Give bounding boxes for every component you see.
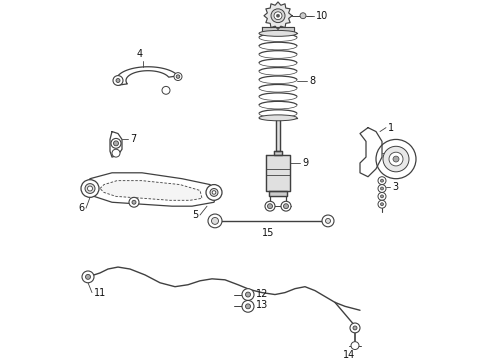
- Text: 6: 6: [78, 203, 84, 213]
- Text: 15: 15: [262, 228, 274, 238]
- Circle shape: [393, 156, 399, 162]
- Circle shape: [381, 187, 384, 190]
- Polygon shape: [274, 151, 282, 155]
- Circle shape: [112, 149, 120, 157]
- Circle shape: [265, 201, 275, 211]
- Circle shape: [114, 141, 119, 146]
- Polygon shape: [110, 131, 122, 157]
- Circle shape: [284, 204, 289, 209]
- Text: 10: 10: [316, 11, 328, 21]
- Circle shape: [350, 323, 360, 333]
- Text: 1: 1: [388, 123, 394, 132]
- Circle shape: [378, 185, 386, 193]
- Circle shape: [378, 177, 386, 185]
- Circle shape: [85, 274, 91, 279]
- Text: 5: 5: [192, 210, 198, 220]
- Text: 3: 3: [392, 181, 398, 192]
- Polygon shape: [262, 27, 294, 32]
- Text: 11: 11: [94, 288, 106, 298]
- Polygon shape: [264, 2, 292, 30]
- Text: 7: 7: [130, 134, 136, 144]
- Circle shape: [389, 152, 403, 166]
- Ellipse shape: [259, 115, 297, 121]
- Circle shape: [129, 197, 139, 207]
- Circle shape: [353, 326, 357, 330]
- Circle shape: [82, 271, 94, 283]
- Circle shape: [322, 215, 334, 227]
- Circle shape: [300, 13, 306, 19]
- Circle shape: [113, 76, 123, 85]
- Circle shape: [208, 214, 222, 228]
- Circle shape: [212, 217, 219, 224]
- Circle shape: [132, 200, 136, 204]
- Polygon shape: [269, 192, 287, 196]
- Circle shape: [378, 193, 386, 200]
- Polygon shape: [276, 118, 280, 151]
- Circle shape: [245, 304, 250, 309]
- Circle shape: [383, 146, 409, 172]
- Circle shape: [276, 14, 279, 17]
- Circle shape: [174, 73, 182, 81]
- Text: 13: 13: [256, 300, 268, 310]
- Circle shape: [206, 185, 222, 200]
- Text: 9: 9: [302, 158, 308, 168]
- Circle shape: [88, 186, 93, 191]
- Circle shape: [210, 189, 218, 196]
- Circle shape: [281, 201, 291, 211]
- Circle shape: [162, 86, 170, 94]
- Polygon shape: [360, 128, 382, 177]
- Circle shape: [111, 139, 121, 148]
- Polygon shape: [266, 155, 290, 192]
- Circle shape: [376, 139, 416, 179]
- Circle shape: [351, 342, 359, 350]
- Text: 12: 12: [256, 289, 269, 298]
- Circle shape: [242, 289, 254, 301]
- Text: 14: 14: [343, 350, 355, 360]
- Circle shape: [85, 184, 95, 193]
- Circle shape: [212, 191, 216, 194]
- Circle shape: [274, 12, 282, 20]
- Text: 2: 2: [390, 148, 396, 158]
- Circle shape: [176, 75, 180, 78]
- Circle shape: [325, 219, 330, 223]
- Polygon shape: [84, 173, 217, 206]
- Circle shape: [242, 301, 254, 312]
- Circle shape: [81, 180, 99, 197]
- Circle shape: [268, 204, 272, 209]
- Polygon shape: [100, 181, 202, 200]
- Circle shape: [381, 195, 384, 198]
- Circle shape: [381, 179, 384, 182]
- Circle shape: [116, 78, 120, 82]
- Circle shape: [378, 200, 386, 208]
- Circle shape: [271, 9, 285, 23]
- Circle shape: [381, 203, 384, 206]
- Polygon shape: [116, 67, 178, 85]
- Text: 4: 4: [137, 49, 143, 59]
- Circle shape: [245, 292, 250, 297]
- Text: 8: 8: [309, 76, 315, 86]
- Ellipse shape: [259, 31, 297, 36]
